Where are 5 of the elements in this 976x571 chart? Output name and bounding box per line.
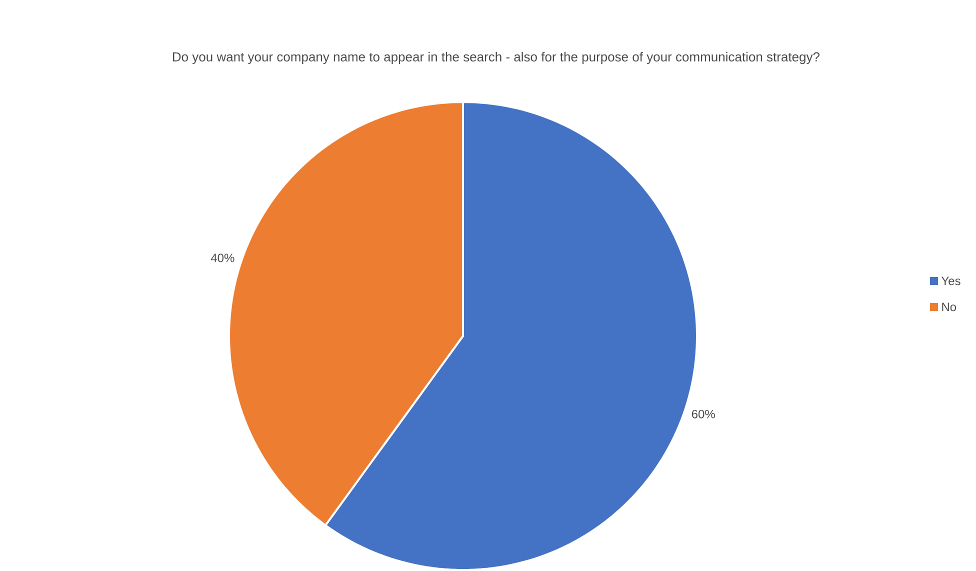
chart-title: Do you want your company name to appear in the search - also for the purpose of your communication strategy? (172, 52, 820, 64)
legend-label: No (942, 302, 956, 312)
legend-label: Yes (941, 276, 960, 286)
data-label: 40% (210, 254, 234, 262)
data-label: 60% (692, 410, 715, 418)
